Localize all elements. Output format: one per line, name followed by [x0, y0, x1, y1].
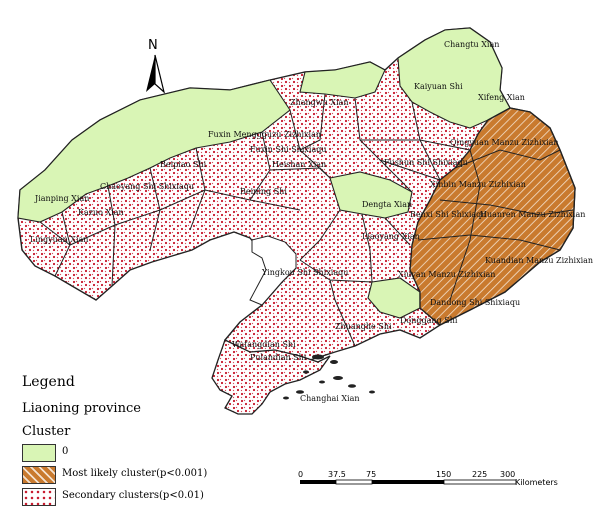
- legend-label-secondary: Secondary clusters(p<0.01): [62, 490, 204, 501]
- bohai-bay: [249, 235, 297, 306]
- most-likely-cluster: [409, 107, 576, 326]
- region-zero-north: [299, 61, 386, 99]
- region-label: Qingyuan Manzu Zizhixian: [450, 138, 559, 147]
- region-label: Beipiao Shi: [160, 160, 207, 169]
- region-label: Benxi Shi Shixiaqu: [410, 210, 487, 219]
- region-label: Fushun Shi Shixiaqu: [384, 158, 468, 167]
- region-label: Dengta Xian: [362, 200, 413, 209]
- scale-tick: 75: [366, 470, 377, 479]
- scale-tick: 300: [500, 470, 516, 479]
- scale-tick: 0: [298, 470, 304, 479]
- region-label: Pulandian Shi: [250, 353, 307, 362]
- region-label: Fuxin Shi Shixiaqu: [250, 145, 327, 154]
- region-label: Kaiyuan Shi: [414, 82, 463, 91]
- scale-bar: [300, 479, 517, 485]
- peninsula: [211, 339, 331, 415]
- legend-subtitle: Liaoning province: [22, 401, 141, 416]
- legend-swatch-secondary: [22, 488, 56, 506]
- region-label: Huanren Manzu Zizhixian: [480, 210, 586, 219]
- region-label: Kazuo Xian: [78, 208, 124, 217]
- region-label: Fuxin Menggguzu Zizhixian: [208, 130, 322, 139]
- region-label: Dandong Shi Shixiaqu: [430, 298, 521, 307]
- region-label: Wafangdian Shi: [232, 340, 296, 349]
- legend-cluster-heading: Cluster: [22, 424, 71, 439]
- region-label: Lingyuan Xian: [30, 235, 89, 244]
- most-likely-boundaries: [417, 149, 574, 301]
- region-zero-center: [329, 171, 413, 219]
- region-label: Kuandian Manzu Zizhixian: [485, 256, 594, 265]
- scale-unit: Kilometers: [515, 478, 558, 487]
- north-arrow-icon: [146, 54, 166, 94]
- region-label: Yingkou Shi Shixiaqu: [262, 268, 349, 277]
- region-label: Chaoyang Shi Shixiaqu: [100, 182, 195, 191]
- region-label: Xifeng Xian: [478, 93, 525, 102]
- region-label: Zhuanghe Shi: [335, 322, 392, 331]
- region-label: Changtu Xian: [444, 40, 500, 49]
- scale-tick: 150: [436, 470, 452, 479]
- region-zero-northeast: [397, 27, 511, 129]
- scale-tick: 37.5: [328, 470, 346, 479]
- legend-swatch-most-likely: [22, 466, 56, 484]
- region-label: Heishan Xian: [272, 160, 327, 169]
- county-boundaries: [39, 93, 471, 347]
- islands: [283, 354, 375, 400]
- legend-label-zero: 0: [62, 446, 69, 457]
- region-label: Changhai Xian: [300, 394, 360, 403]
- north-label: N: [148, 38, 158, 53]
- region-zero-south: [367, 277, 421, 319]
- legend-label-most-likely: Most likely cluster(p<0.001): [62, 468, 208, 479]
- region-label: Jianping Xian: [35, 194, 90, 203]
- region-label: Beining Shi: [240, 187, 287, 196]
- legend-swatch-zero: [22, 444, 56, 462]
- region-label: Xiuyan Manzu Zizhixian: [398, 270, 496, 279]
- legend-title: Legend: [22, 374, 75, 390]
- region-label: Xinbin Manzu Zizhixian: [430, 180, 526, 189]
- region-label: Zhangwu Xian: [290, 98, 349, 107]
- scale-tick: 225: [472, 470, 488, 479]
- region-label: Liaoyang Xian: [362, 232, 420, 241]
- region-label: Donggang Shi: [400, 316, 458, 325]
